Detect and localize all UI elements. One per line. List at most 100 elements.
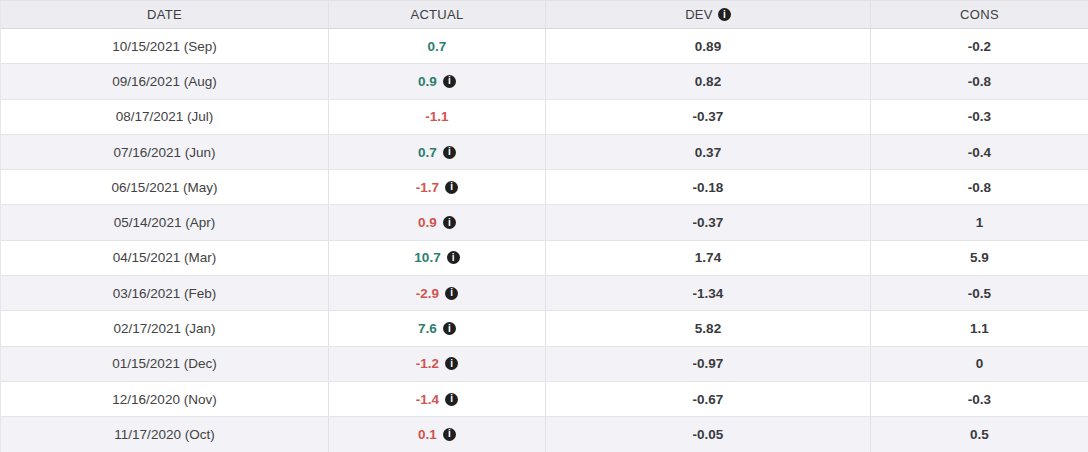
economic-calendar-history-table: DATE ACTUAL DEV i CONS 10/15/2021 (Sep) …: [0, 0, 1088, 452]
dev-cell: 0.82: [546, 64, 871, 98]
date-cell: 01/15/2021 (Dec): [1, 347, 329, 381]
info-icon[interactable]: i: [443, 75, 456, 88]
table-row: 01/15/2021 (Dec) -1.2 i -0.97 0: [1, 347, 1088, 382]
dev-value: 1.74: [695, 250, 721, 265]
info-icon[interactable]: i: [445, 357, 458, 370]
column-header-date: DATE: [1, 1, 329, 28]
actual-cell: 0.9 i: [329, 205, 546, 239]
table-row: 05/14/2021 (Apr) 0.9 i -0.37 1: [1, 205, 1088, 240]
dev-value: -0.37: [693, 215, 724, 230]
cons-value: -0.8: [968, 74, 991, 89]
date-value: 09/16/2021 (Aug): [112, 74, 216, 89]
dev-value: -1.34: [693, 286, 724, 301]
date-cell: 05/14/2021 (Apr): [1, 205, 329, 239]
column-header-dev-label: DEV: [685, 7, 713, 22]
dev-cell: 0.37: [546, 135, 871, 169]
actual-cell: 0.9 i: [329, 64, 546, 98]
cons-value: -0.2: [968, 39, 991, 54]
cons-value: -0.5: [968, 286, 991, 301]
info-icon[interactable]: i: [445, 287, 458, 300]
table-row: 09/16/2021 (Aug) 0.9 i 0.82 -0.8: [1, 64, 1088, 99]
dev-value: 0.82: [695, 74, 721, 89]
dev-value: 0.37: [695, 145, 721, 160]
cons-cell: -0.8: [871, 64, 1088, 98]
info-icon[interactable]: i: [443, 146, 456, 159]
info-icon[interactable]: i: [445, 393, 458, 406]
actual-cell: -2.9 i: [329, 276, 546, 310]
dev-cell: -1.34: [546, 276, 871, 310]
date-cell: 12/16/2020 (Nov): [1, 382, 329, 416]
cons-cell: -0.8: [871, 170, 1088, 204]
cons-value: -0.3: [968, 109, 991, 124]
table-row: 02/17/2021 (Jan) 7.6 i 5.82 1.1: [1, 311, 1088, 346]
dev-value: -0.67: [693, 392, 724, 407]
date-value: 11/17/2020 (Oct): [114, 427, 214, 442]
dev-cell: -0.37: [546, 100, 871, 134]
actual-value: 0.7: [428, 39, 447, 54]
actual-cell: -1.1: [329, 100, 546, 134]
info-icon[interactable]: i: [443, 322, 456, 335]
table-header-row: DATE ACTUAL DEV i CONS: [1, 1, 1088, 29]
dev-value: -0.05: [693, 427, 724, 442]
actual-cell: -1.2 i: [329, 347, 546, 381]
cons-cell: 0: [871, 347, 1088, 381]
cons-value: 0.5: [970, 427, 989, 442]
table-row: 10/15/2021 (Sep) 0.7 0.89 -0.2: [1, 29, 1088, 64]
date-cell: 06/15/2021 (May): [1, 170, 329, 204]
actual-cell: 7.6 i: [329, 311, 546, 345]
column-header-dev: DEV i: [546, 1, 871, 28]
dev-cell: 1.74: [546, 241, 871, 275]
column-header-date-label: DATE: [147, 7, 182, 22]
table-row: 03/16/2021 (Feb) -2.9 i -1.34 -0.5: [1, 276, 1088, 311]
date-cell: 04/15/2021 (Mar): [1, 241, 329, 275]
dev-cell: 5.82: [546, 311, 871, 345]
cons-value: -0.8: [968, 180, 991, 195]
date-cell: 09/16/2021 (Aug): [1, 64, 329, 98]
date-value: 04/15/2021 (Mar): [113, 250, 217, 265]
dev-cell: -0.18: [546, 170, 871, 204]
actual-value: 10.7: [414, 250, 440, 265]
actual-value: -1.4: [416, 392, 439, 407]
info-icon[interactable]: i: [443, 428, 456, 441]
dev-cell: -0.37: [546, 205, 871, 239]
actual-cell: -1.7 i: [329, 170, 546, 204]
actual-value: 7.6: [418, 321, 437, 336]
dev-value: 5.82: [695, 321, 721, 336]
date-value: 06/15/2021 (May): [112, 180, 218, 195]
actual-value: 0.9: [418, 215, 437, 230]
date-cell: 11/17/2020 (Oct): [1, 417, 329, 451]
column-header-actual: ACTUAL: [329, 1, 546, 28]
table-row: 11/17/2020 (Oct) 0.1 i -0.05 0.5: [1, 417, 1088, 452]
cons-value: 0: [976, 356, 984, 371]
actual-cell: 0.7: [329, 29, 546, 63]
info-icon[interactable]: i: [718, 8, 731, 21]
dev-value: -0.37: [693, 109, 724, 124]
dev-cell: -0.05: [546, 417, 871, 451]
cons-cell: -0.3: [871, 100, 1088, 134]
actual-cell: -1.4 i: [329, 382, 546, 416]
date-value: 05/14/2021 (Apr): [114, 215, 215, 230]
date-value: 08/17/2021 (Jul): [116, 109, 214, 124]
date-value: 03/16/2021 (Feb): [113, 286, 217, 301]
date-cell: 03/16/2021 (Feb): [1, 276, 329, 310]
actual-value: -1.1: [425, 109, 448, 124]
cons-value: -0.4: [968, 145, 991, 160]
cons-cell: 5.9: [871, 241, 1088, 275]
actual-value: -1.7: [416, 180, 439, 195]
cons-cell: 1.1: [871, 311, 1088, 345]
actual-cell: 10.7 i: [329, 241, 546, 275]
date-value: 02/17/2021 (Jan): [113, 321, 215, 336]
cons-cell: -0.4: [871, 135, 1088, 169]
info-icon[interactable]: i: [447, 251, 460, 264]
cons-value: 5.9: [970, 250, 989, 265]
table-row: 08/17/2021 (Jul) -1.1 -0.37 -0.3: [1, 100, 1088, 135]
info-icon[interactable]: i: [445, 181, 458, 194]
info-icon[interactable]: i: [443, 216, 456, 229]
dev-cell: 0.89: [546, 29, 871, 63]
table-body: 10/15/2021 (Sep) 0.7 0.89 -0.2 09/16/202…: [1, 29, 1088, 452]
cons-cell: 0.5: [871, 417, 1088, 451]
actual-cell: 0.1 i: [329, 417, 546, 451]
date-value: 12/16/2020 (Nov): [112, 392, 216, 407]
date-value: 01/15/2021 (Dec): [112, 356, 216, 371]
dev-value: 0.89: [695, 39, 721, 54]
